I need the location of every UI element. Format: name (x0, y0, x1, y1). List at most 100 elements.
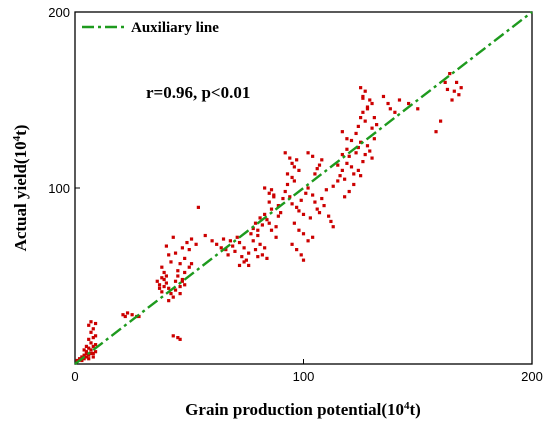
y-tick-label: 100 (48, 181, 70, 196)
data-point (91, 344, 95, 348)
data-point (196, 205, 200, 209)
data-point (233, 249, 237, 253)
data-point (189, 262, 194, 266)
y-tick-label: 200 (48, 5, 70, 20)
data-point (93, 334, 98, 338)
data-point (267, 200, 271, 204)
x-axis-title-sup: 4 (404, 400, 410, 412)
data-point (452, 89, 456, 93)
data-point (176, 274, 180, 278)
data-point (173, 288, 178, 292)
data-point (295, 248, 299, 252)
correlation-annotation: r=0.96, p<0.01 (146, 83, 250, 102)
data-point (267, 221, 271, 225)
data-point (82, 348, 86, 352)
y-axis-title-end: t) (11, 125, 30, 136)
data-point (345, 161, 349, 165)
data-point (155, 279, 159, 283)
data-point (290, 242, 294, 246)
data-point (313, 172, 317, 176)
data-point (290, 161, 294, 165)
data-point (242, 260, 246, 264)
legend-label: Auxiliary line (131, 20, 219, 36)
data-point (162, 277, 166, 282)
data-point (93, 350, 98, 354)
data-point (320, 196, 324, 201)
data-point (285, 182, 290, 187)
data-point (183, 283, 187, 287)
data-point (226, 253, 230, 257)
data-point (370, 101, 374, 106)
data-point (359, 140, 363, 144)
data-point (167, 253, 171, 257)
data-point (368, 149, 372, 153)
data-point (279, 211, 283, 215)
data-point (121, 313, 125, 317)
data-point (283, 189, 287, 194)
data-point (89, 320, 93, 324)
data-point (167, 299, 171, 303)
data-point (125, 311, 130, 315)
data-point (359, 116, 363, 120)
data-point (253, 221, 258, 225)
y-axis-title: Actual yield(104t) (11, 125, 30, 252)
data-point (258, 216, 262, 220)
data-point (244, 258, 248, 262)
data-point (256, 228, 260, 232)
data-point (183, 270, 187, 275)
data-point (87, 346, 91, 350)
x-tick-label: 100 (293, 369, 315, 384)
data-point (89, 330, 93, 334)
data-point (331, 184, 335, 188)
y-axis-title-main: Actual yield(10 (11, 141, 30, 251)
data-point (356, 145, 360, 150)
data-point (187, 248, 191, 252)
data-point (189, 237, 194, 241)
data-point (311, 235, 315, 239)
data-point (288, 156, 292, 160)
data-point (256, 233, 260, 238)
data-point (292, 165, 296, 169)
data-point (171, 235, 175, 239)
data-point (386, 101, 390, 106)
data-point (345, 147, 349, 151)
data-point (91, 327, 95, 331)
data-point (448, 72, 452, 76)
data-point (89, 341, 93, 345)
data-point (176, 336, 180, 340)
data-point (157, 286, 162, 290)
data-point (290, 175, 294, 180)
data-point (87, 353, 91, 357)
data-point (164, 274, 168, 278)
data-point (445, 87, 450, 92)
x-tick-label: 200 (521, 369, 543, 384)
data-point (84, 344, 89, 348)
data-point (274, 235, 278, 239)
data-point (178, 337, 182, 341)
data-point (361, 110, 365, 114)
data-point (80, 358, 84, 363)
data-point (265, 256, 269, 260)
data-point (263, 212, 267, 216)
data-point (388, 107, 392, 111)
data-point (210, 239, 214, 243)
data-point (365, 107, 370, 111)
data-point (82, 353, 86, 357)
data-point (231, 244, 235, 248)
data-point (315, 167, 319, 171)
data-point (221, 237, 226, 241)
data-point (311, 154, 315, 158)
data-point (260, 253, 264, 257)
data-point (269, 228, 274, 232)
data-point (215, 242, 219, 246)
data-point (75, 358, 79, 363)
data-point (272, 193, 276, 197)
data-point (178, 262, 182, 266)
data-point (84, 351, 89, 356)
data-point (82, 357, 86, 361)
data-point (295, 158, 299, 162)
data-point (194, 242, 198, 246)
data-point (187, 265, 191, 269)
data-point (317, 163, 322, 167)
data-point (91, 351, 95, 356)
